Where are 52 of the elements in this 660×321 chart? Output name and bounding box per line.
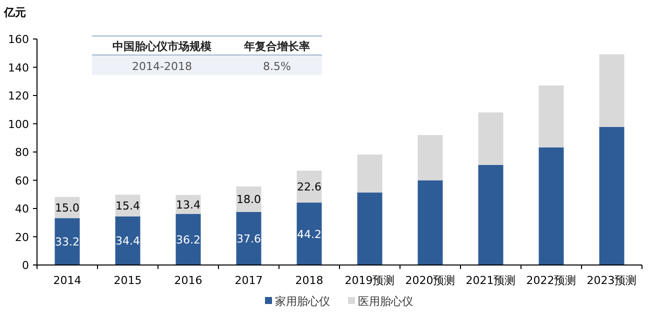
data-label: 22.6 (297, 180, 322, 194)
y-tick-label: 0 (22, 259, 29, 272)
bar (54, 218, 80, 265)
bar (478, 112, 504, 165)
bar (357, 192, 382, 265)
annotation: 8.5% (263, 60, 291, 73)
annotation: 年复合增长率 (243, 40, 310, 53)
x-tick-label: 2018 (295, 274, 324, 287)
bar (357, 154, 382, 193)
bar (236, 212, 262, 265)
data-label: 36.2 (176, 233, 200, 246)
annotation: 中国胎心仪市场规模 (112, 40, 212, 53)
bar (296, 202, 322, 265)
legend-label: 家用胎心仪 (275, 295, 330, 308)
x-tick-label: 2015 (114, 274, 142, 287)
x-tick-label: 2021预测 (466, 274, 516, 287)
bar (296, 170, 322, 203)
data-label: 15.0 (55, 202, 80, 215)
y-tick-label: 100 (8, 118, 29, 131)
x-tick-label: 2016 (174, 274, 202, 287)
x-tick-label: 2023预测 (586, 274, 637, 287)
data-label: 15.4 (116, 200, 140, 213)
data-label: 13.4 (176, 198, 200, 212)
data-label: 18.0 (236, 193, 261, 206)
y-tick-label: 120 (8, 90, 29, 102)
x-tick-label: 2014 (53, 274, 82, 287)
x-tick-label: 2020预测 (405, 274, 456, 287)
x-tick-label: 2022预测 (526, 274, 576, 287)
bar (418, 135, 443, 180)
data-label: 37.6 (236, 232, 261, 246)
y-tick-label: 60 (15, 174, 29, 188)
bar (176, 214, 201, 265)
bar (478, 164, 504, 265)
bar (538, 85, 564, 148)
x-tick-label: 2017 (234, 274, 263, 287)
y-tick-label: 140 (8, 61, 29, 74)
annotation: 2014-2018 (132, 60, 192, 73)
bar (418, 180, 443, 265)
data-label: 33.2 (55, 236, 80, 249)
y-tick-label: 20 (15, 230, 29, 244)
y-tick-label: 80 (15, 146, 29, 159)
data-label: 34.4 (116, 234, 140, 248)
data-label: 44.2 (297, 228, 322, 241)
bar (599, 127, 624, 265)
bar (599, 54, 624, 127)
bar (538, 147, 564, 265)
y-tick-label: 40 (15, 202, 29, 216)
bar (115, 216, 140, 265)
x-tick-label: 2019预测 (344, 274, 395, 287)
legend-label: 医用胎心仪 (358, 295, 413, 308)
y-axis-title: 亿元 (3, 6, 26, 19)
y-tick-label: 160 (8, 33, 29, 46)
